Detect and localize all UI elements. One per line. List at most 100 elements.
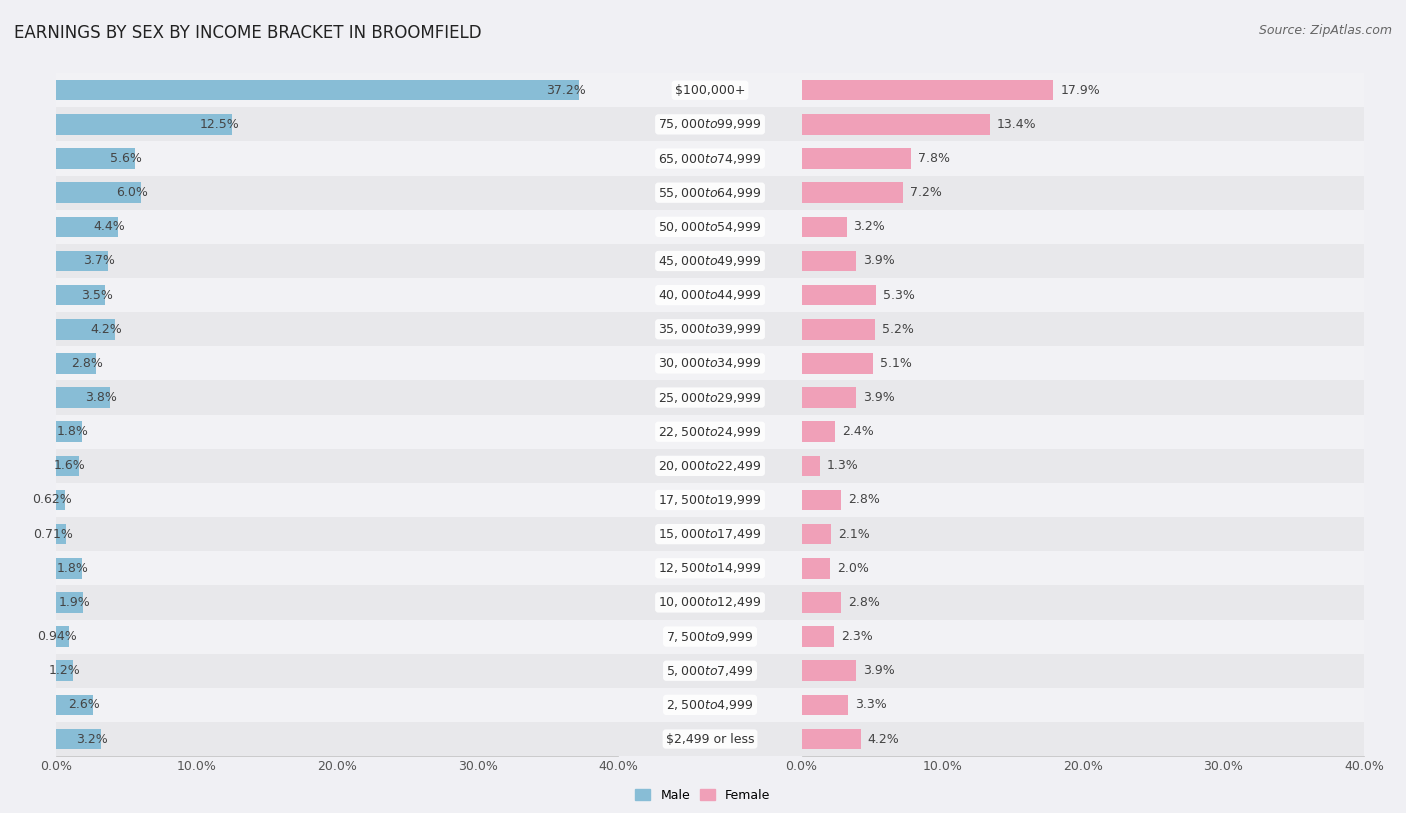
Bar xyxy=(56,114,232,135)
Bar xyxy=(801,312,1364,346)
Bar xyxy=(56,176,619,210)
Text: 5.2%: 5.2% xyxy=(882,323,914,336)
Bar xyxy=(56,517,619,551)
Bar xyxy=(56,73,619,107)
Text: $15,000 to $17,499: $15,000 to $17,499 xyxy=(658,527,762,541)
Bar xyxy=(56,728,101,750)
Text: $55,000 to $64,999: $55,000 to $64,999 xyxy=(658,185,762,200)
Bar xyxy=(801,489,841,511)
Text: 5.6%: 5.6% xyxy=(110,152,142,165)
Bar xyxy=(56,216,118,237)
Bar xyxy=(56,421,82,442)
Bar xyxy=(801,585,1364,620)
Bar xyxy=(56,585,619,620)
Bar xyxy=(801,319,875,340)
Bar xyxy=(801,415,1364,449)
Bar xyxy=(801,250,856,272)
Text: $40,000 to $44,999: $40,000 to $44,999 xyxy=(658,288,762,302)
Bar xyxy=(801,626,834,647)
Bar xyxy=(56,722,619,756)
Bar xyxy=(801,278,1364,312)
Bar xyxy=(56,387,110,408)
Bar xyxy=(801,517,1364,551)
Text: 2.8%: 2.8% xyxy=(848,493,880,506)
Bar xyxy=(56,285,105,306)
Bar xyxy=(801,387,856,408)
Bar xyxy=(801,483,1364,517)
Text: 0.71%: 0.71% xyxy=(34,528,73,541)
Bar xyxy=(801,80,1053,101)
Bar xyxy=(801,346,1364,380)
Bar xyxy=(801,558,830,579)
Text: 5.1%: 5.1% xyxy=(880,357,912,370)
Bar xyxy=(619,312,801,346)
Bar xyxy=(56,415,619,449)
Bar xyxy=(56,694,93,715)
Text: 1.3%: 1.3% xyxy=(827,459,859,472)
Bar xyxy=(801,148,911,169)
Text: 2.3%: 2.3% xyxy=(841,630,873,643)
Bar xyxy=(56,380,619,415)
Text: $20,000 to $22,499: $20,000 to $22,499 xyxy=(658,459,762,473)
Text: 1.6%: 1.6% xyxy=(53,459,86,472)
Text: $5,000 to $7,499: $5,000 to $7,499 xyxy=(666,663,754,678)
Bar xyxy=(801,421,835,442)
Bar xyxy=(619,688,801,722)
Bar xyxy=(619,141,801,176)
Bar xyxy=(56,449,619,483)
Text: 3.9%: 3.9% xyxy=(863,391,896,404)
Text: 2.8%: 2.8% xyxy=(70,357,103,370)
Text: 0.94%: 0.94% xyxy=(37,630,76,643)
Bar xyxy=(801,728,860,750)
Text: 3.8%: 3.8% xyxy=(84,391,117,404)
Bar xyxy=(801,722,1364,756)
Text: 13.4%: 13.4% xyxy=(997,118,1036,131)
Text: 3.9%: 3.9% xyxy=(863,664,896,677)
Bar xyxy=(56,141,619,176)
Bar xyxy=(801,455,820,476)
Text: 3.5%: 3.5% xyxy=(80,289,112,302)
Text: 3.7%: 3.7% xyxy=(83,254,115,267)
Bar xyxy=(56,688,619,722)
Text: 3.9%: 3.9% xyxy=(863,254,896,267)
Legend: Male, Female: Male, Female xyxy=(630,784,776,806)
Bar xyxy=(801,620,1364,654)
Text: 17.9%: 17.9% xyxy=(1060,84,1099,97)
Bar xyxy=(56,551,619,585)
Bar xyxy=(56,107,619,141)
Text: 1.2%: 1.2% xyxy=(48,664,80,677)
Bar xyxy=(801,210,1364,244)
Bar xyxy=(801,551,1364,585)
Bar xyxy=(619,551,801,585)
Text: 1.8%: 1.8% xyxy=(56,425,89,438)
Text: $50,000 to $54,999: $50,000 to $54,999 xyxy=(658,220,762,234)
Bar xyxy=(56,210,619,244)
Text: $7,500 to $9,999: $7,500 to $9,999 xyxy=(666,629,754,644)
Bar xyxy=(56,346,619,380)
Text: $2,500 to $4,999: $2,500 to $4,999 xyxy=(666,698,754,712)
Bar xyxy=(801,694,848,715)
Bar xyxy=(619,176,801,210)
Bar xyxy=(619,620,801,654)
Text: 6.0%: 6.0% xyxy=(115,186,148,199)
Text: 4.2%: 4.2% xyxy=(90,323,122,336)
Bar xyxy=(801,688,1364,722)
Text: $17,500 to $19,999: $17,500 to $19,999 xyxy=(658,493,762,507)
Bar xyxy=(801,524,831,545)
Bar xyxy=(801,107,1364,141)
Text: $12,500 to $14,999: $12,500 to $14,999 xyxy=(658,561,762,576)
Text: 3.2%: 3.2% xyxy=(76,733,108,746)
Bar xyxy=(56,483,619,517)
Text: $35,000 to $39,999: $35,000 to $39,999 xyxy=(658,322,762,337)
Text: 2.4%: 2.4% xyxy=(842,425,875,438)
Text: 37.2%: 37.2% xyxy=(547,84,586,97)
Text: $30,000 to $34,999: $30,000 to $34,999 xyxy=(658,356,762,371)
Bar xyxy=(619,107,801,141)
Text: 1.8%: 1.8% xyxy=(56,562,89,575)
Text: $10,000 to $12,499: $10,000 to $12,499 xyxy=(658,595,762,610)
Text: 2.1%: 2.1% xyxy=(838,528,870,541)
Bar xyxy=(56,626,69,647)
Bar xyxy=(619,449,801,483)
Bar xyxy=(619,654,801,688)
Text: $25,000 to $29,999: $25,000 to $29,999 xyxy=(658,390,762,405)
